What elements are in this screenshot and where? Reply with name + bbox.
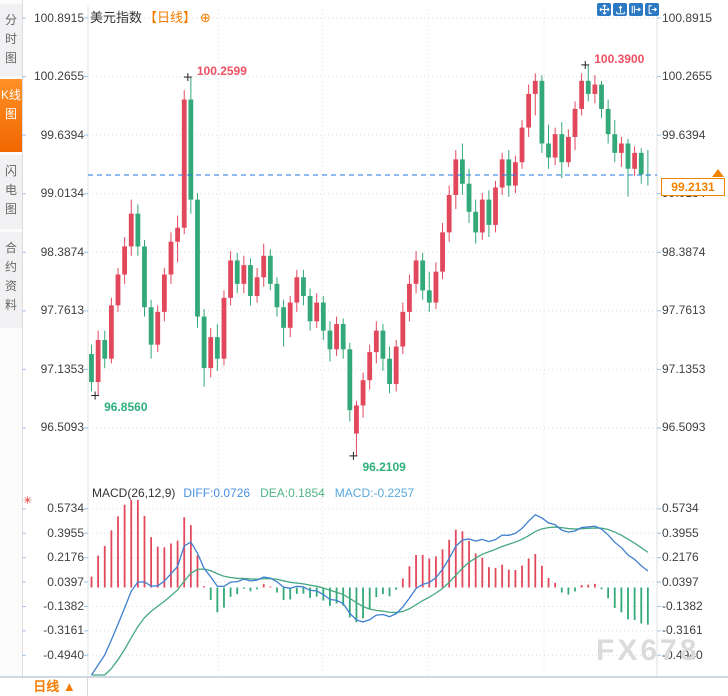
macd-params-label: MACD(26,12,9) [92, 486, 176, 500]
macd-diff-value: DIFF:0.0726 [183, 486, 251, 500]
y-axis-label: -0.4940 [662, 647, 703, 662]
macd-header: MACD(26,12,9) DIFF:0.0726 DEA:0.1854 MACD:-… [92, 486, 414, 500]
y-axis-label: 97.1353 [40, 361, 84, 376]
chart-title: 美元指数 【日线】 ⊕ [90, 7, 211, 26]
y-axis-label: 97.1353 [662, 361, 706, 376]
y-axis-label: 0.3955 [47, 525, 84, 540]
y-axis-label: 0.5734 [47, 501, 84, 516]
macd-histogram [90, 500, 649, 625]
add-indicator-icon[interactable]: ⊕ [200, 10, 211, 25]
period-selector-label: 日线 [33, 679, 60, 694]
low-price-annotation: 96.2109 [362, 459, 406, 474]
macd-macd-value: MACD:-0.2257 [334, 486, 415, 500]
fit-vertical-icon[interactable] [613, 3, 627, 16]
high-price-annotation: 100.2599 [196, 64, 247, 79]
y-axis-label: 0.5734 [662, 501, 699, 516]
y-axis-label: -0.4940 [43, 647, 84, 662]
y-axis-label: 100.2655 [33, 69, 84, 84]
y-axis-label: 100.8915 [662, 10, 713, 25]
y-axis-label: 97.7613 [662, 303, 706, 318]
macd-dea-value: DEA:0.1854 [260, 486, 325, 500]
y-axis-label: 100.2655 [662, 69, 713, 84]
period-selector[interactable]: 日线 ▲ [22, 677, 88, 696]
indicator-settings-icon[interactable]: ✳ [23, 495, 33, 507]
watermark: FX678 [596, 634, 700, 667]
pan-icon[interactable] [597, 3, 611, 16]
y-axis-label: 99.0134 [40, 186, 84, 201]
macd-lines [90, 514, 649, 676]
y-axis-label: 0.2176 [47, 550, 84, 565]
y-axis-label: 99.6394 [40, 127, 84, 142]
y-axis-label: 0.0397 [47, 574, 84, 589]
y-axis-label: -0.1382 [662, 598, 703, 613]
y-axis-label: -0.3161 [662, 623, 703, 638]
symbol-name: 美元指数 [90, 10, 143, 25]
sidebar-tab-time-chart[interactable]: 分时图 [0, 4, 22, 76]
y-axis-label: 96.5093 [40, 420, 84, 435]
y-axis-label: 97.7613 [40, 303, 84, 318]
chart-toolbar [597, 3, 659, 16]
y-axis-label: 0.3955 [662, 525, 699, 540]
y-axis-label: 100.8915 [33, 10, 84, 25]
panel-divider [0, 676, 728, 677]
candlesticks [89, 64, 651, 456]
y-axis-label: 98.3874 [662, 244, 706, 259]
last-price-label: 99.2131 [661, 178, 725, 196]
high-price-annotation: 100.3900 [594, 51, 645, 66]
y-axis-label: 96.5093 [662, 420, 706, 435]
sidebar-tab-contract-info[interactable]: 合约资料 [0, 232, 22, 328]
y-axis-label: 0.2176 [662, 550, 699, 565]
last-price-up-arrow-icon [712, 169, 724, 177]
low-price-annotation: 96.8560 [104, 399, 148, 414]
y-axis-label: 0.0397 [662, 574, 699, 589]
y-axis-label: -0.1382 [43, 598, 84, 613]
y-axis-label: 99.6394 [662, 127, 706, 142]
price-markers [91, 60, 590, 460]
y-axis-label: -0.3161 [43, 623, 84, 638]
fit-horizontal-icon[interactable] [629, 3, 643, 16]
exit-chart-icon[interactable] [645, 3, 659, 16]
y-axis-label: 98.3874 [40, 244, 84, 259]
axis-ticks [22, 17, 661, 656]
gridlines [87, 6, 658, 676]
chart-type-sidebar: 分时图 K线图 闪电图 合约资料 [0, 0, 23, 677]
sidebar-tab-lightning-chart[interactable]: 闪电图 [0, 155, 22, 229]
chevron-up-icon: ▲ [62, 679, 76, 694]
period-label: 【日线】 [144, 10, 197, 25]
sidebar-tab-candlestick-chart[interactable]: K线图 [0, 79, 22, 152]
time-axis-bar: 2025/08 2025/09 2025/10 2025/11 [0, 677, 728, 696]
